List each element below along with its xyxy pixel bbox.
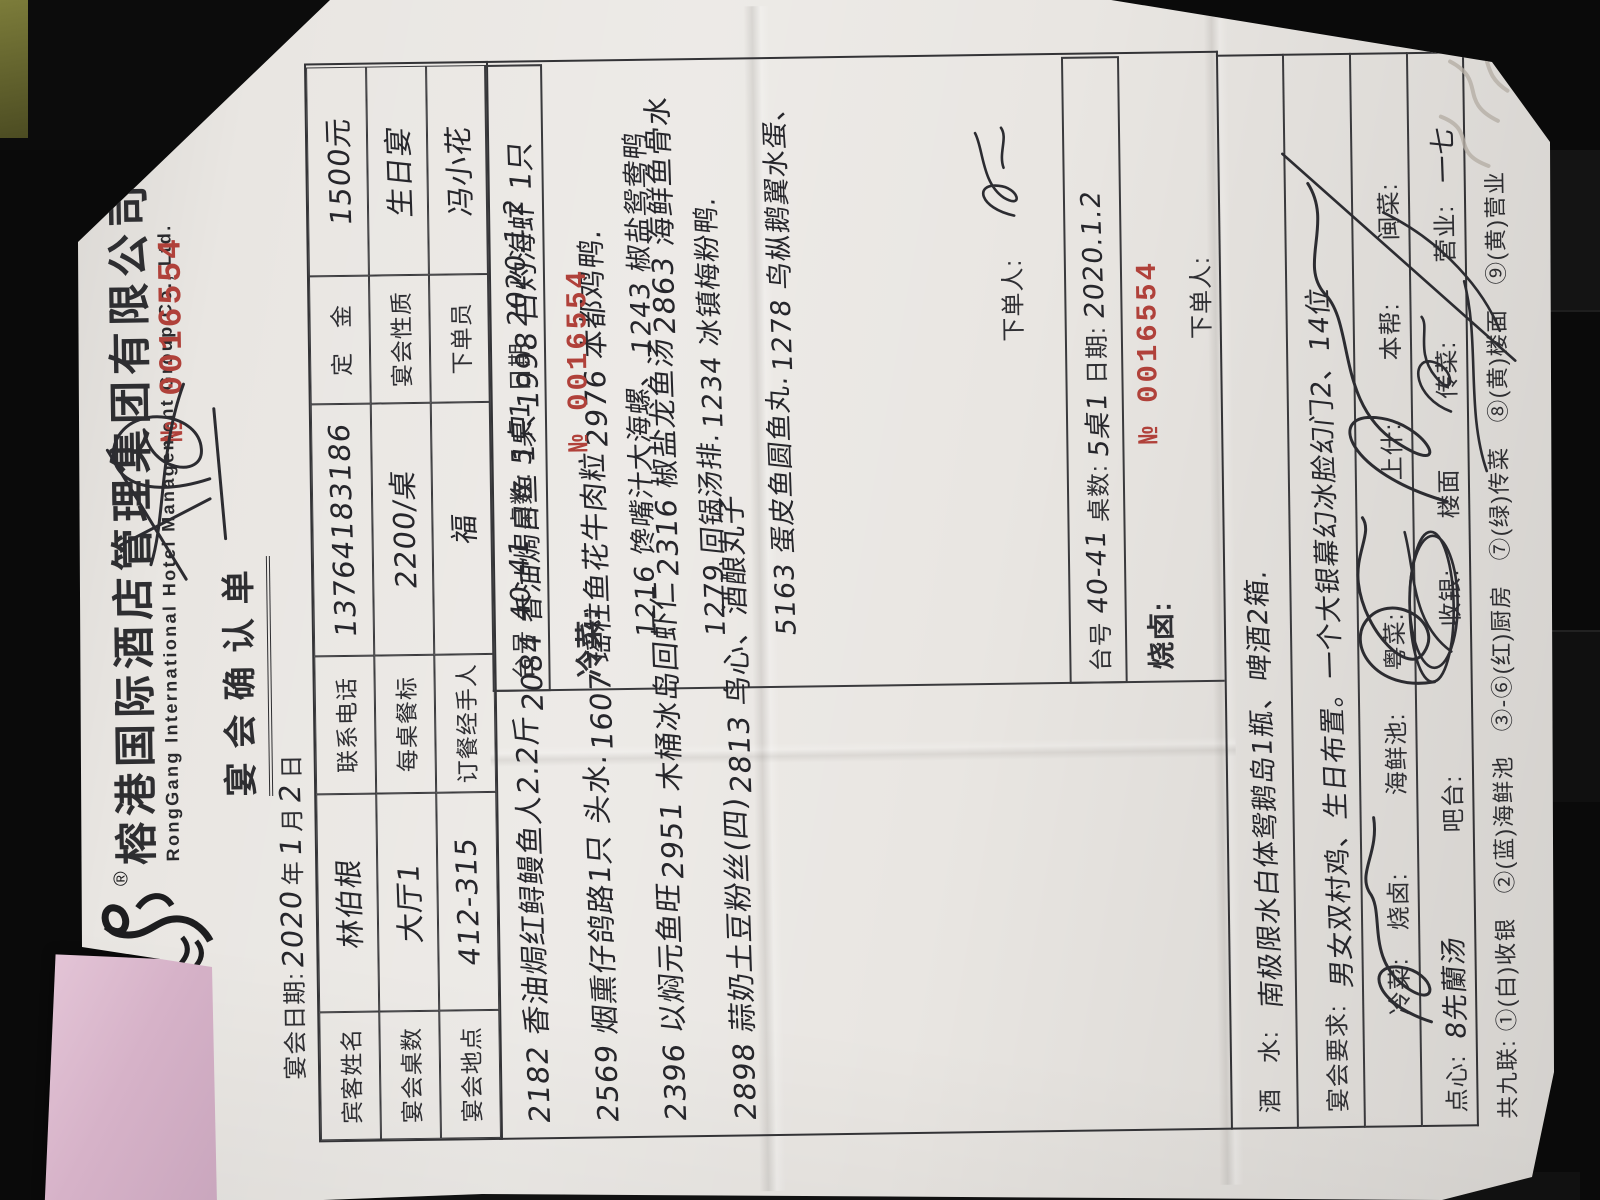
field-label: 定 金 [328, 303, 356, 377]
guest-info-table: 宾客姓名 林伯根 联系电话 13764183186 定 金 1500元 宴会桌数… [303, 60, 504, 1143]
runner-signature [1417, 315, 1453, 413]
menu-item: 1607 瑶柱鱼花牛肉粒 [575, 449, 620, 752]
date-label: 日期: [1083, 326, 1112, 385]
cold-dish-item: 1278 鸟枞鹅翼水蛋、 [758, 90, 800, 373]
cashier-signature [1403, 530, 1459, 670]
field-value: 2200/桌 [385, 468, 424, 591]
cold-dishes-list: 1216 馋嘴汁大海螺、 1243 椒盐鸳鸯鸭 1279 回锅汤排. 1234 … [613, 5, 832, 640]
cold-dish-item: 5163 蛋皮鱼圆鱼丸. [762, 373, 803, 638]
table-no-value: 40-41 [1080, 528, 1115, 616]
field-value: 林伯根 [331, 856, 369, 951]
section-a-header-strip: 台号 40-41 桌数: 5桌1 日期: 2020.1.2 [484, 64, 551, 692]
field-value: 生日宴 [380, 124, 419, 218]
orderer-label: 下单人: [1187, 256, 1216, 340]
station-signature [1364, 816, 1433, 1024]
field-label: 联系电话 [333, 676, 361, 774]
year-unit: 年 [280, 860, 308, 886]
field-label: 订餐经手人 [453, 663, 482, 784]
field-value: 冯小花 [440, 123, 479, 217]
cold-dishes-label: 冷菜: [573, 609, 606, 678]
serial-number: № 0016554 [1130, 259, 1167, 444]
table-count-label: 桌数: [508, 472, 537, 531]
menu-item: 2569 烟熏仔鸽路1只 头水. [578, 751, 626, 1124]
serial-number: № 0016554 [560, 267, 597, 452]
banquet-confirmation-form: ® 榕港国际酒店管理集团有限公司 RongGang International … [78, 0, 1552, 1200]
field-label: 宴会性质 [388, 290, 416, 388]
beverage-value: 南极限水白体鸳鹅岛1瓶、啤酒2箱. [1241, 567, 1288, 1010]
document-paper: ® 榕港国际酒店管理集团有限公司 RongGang International … [78, 0, 1554, 1200]
field-label: 宴会桌数 [398, 1026, 426, 1124]
table-no-value: 40-41 [503, 536, 538, 624]
section-b-header-strip: 台号 40-41 桌数: 5桌1 日期: 2020.1.2 [1060, 56, 1128, 684]
date-label: 日期: [506, 334, 535, 393]
station-label: 海鲜池: [1383, 712, 1412, 796]
cold-dish-item: 1243 椒盐鸳鸯鸭 [619, 130, 659, 357]
braised-dishes-label: 烧卤: [1145, 601, 1178, 670]
banquet-date-line: 宴会日期: 2020 年 1 月 2 日 [272, 753, 312, 1080]
field-value: 大厅1 [391, 860, 429, 944]
table-count-label: 桌数: [1085, 464, 1113, 523]
pencil-scribble-icon [1438, 36, 1510, 168]
table-edge-sliver [0, 0, 28, 138]
orderer-signature [973, 126, 1018, 217]
table-no-label: 台号 [510, 629, 539, 680]
date-value: 2020.1.2 [1074, 188, 1111, 321]
cold-dish-item: 1216 馋嘴汁大海螺、 [622, 356, 663, 640]
pink-paper-sheet [44, 954, 228, 1200]
field-label: 宾客姓名 [338, 1027, 366, 1125]
banquet-date-month: 1 [273, 834, 309, 858]
cold-dish-item: 1234 冰镇梅粉鸭. [690, 194, 730, 430]
form-title: 宴会确认单 [210, 556, 274, 797]
menu-item: 2182 香油焗红鲟鳗鱼人2.2斤 [508, 713, 558, 1125]
banquet-date-year: 2020 [273, 887, 311, 970]
month-unit: 月 [279, 806, 307, 833]
date-value: 2020.1.2 [498, 196, 534, 329]
field-value: 福 [446, 511, 483, 546]
station-signature [1281, 152, 1517, 504]
banquet-date-label: 宴会日期: [281, 971, 311, 1080]
dimsum-label: 点心: [1443, 1054, 1472, 1113]
day-unit: 日 [278, 753, 306, 779]
banquet-date-day: 2 [272, 781, 308, 805]
field-value: 13764183186 [321, 420, 364, 640]
field-label: 每桌餐标 [393, 675, 421, 773]
registered-mark: ® [110, 871, 132, 886]
menu-item: 2396 以焖元鱼旺 [650, 880, 694, 1123]
ink-scribble [105, 382, 228, 581]
orderer-label: 下单人: [999, 258, 1028, 342]
field-value: 1500元 [320, 115, 359, 228]
field-label: 下单员 [448, 302, 476, 375]
cold-dish-item: 1279 回锅汤排. [694, 430, 733, 639]
field-label: 宴会地点 [458, 1026, 486, 1123]
table-count-value: 5桌1 [504, 398, 538, 467]
menu-item: 2898 蒜奶土豆粉丝(四) [717, 794, 764, 1122]
beverage-label: 酒 水: [1256, 1030, 1285, 1114]
field-value: 412-315 [448, 835, 487, 968]
table-no-label: 台号 [1087, 621, 1116, 672]
table-count-value: 5桌1 [1081, 390, 1115, 459]
